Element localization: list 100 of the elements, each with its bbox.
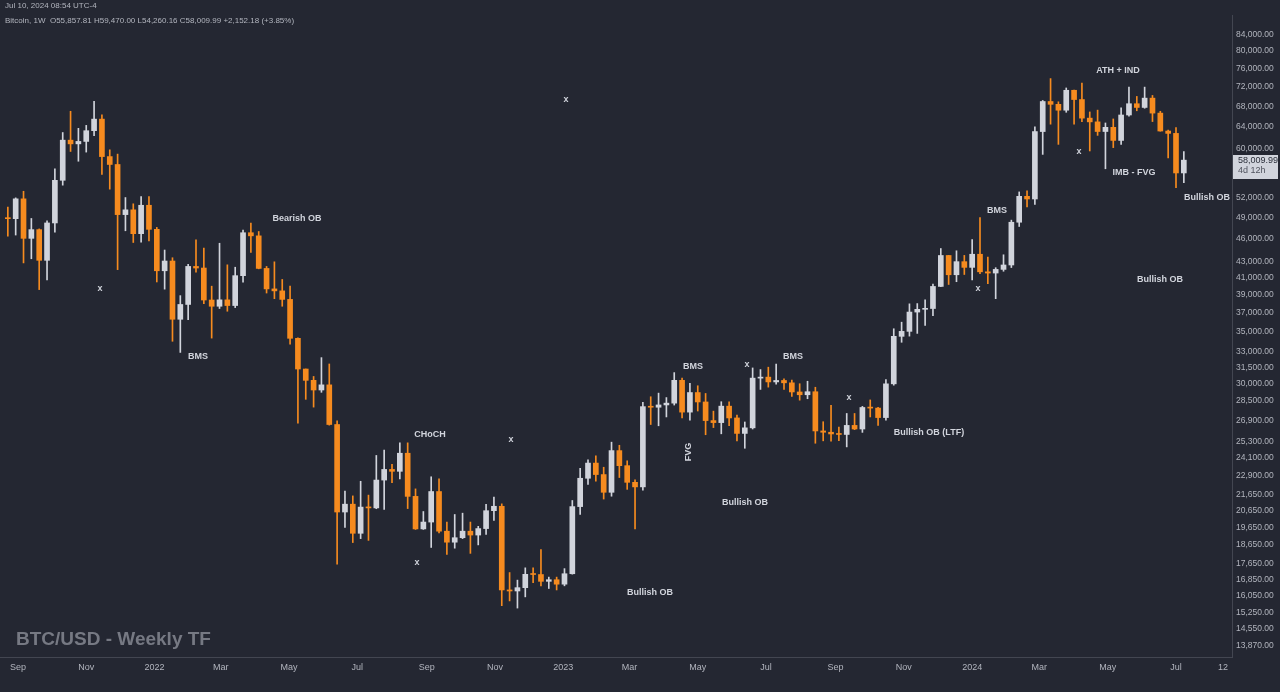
annotation: Bullish OB (LTF) (893, 427, 965, 438)
annotation: BMS (783, 351, 803, 362)
candlestick (836, 426, 842, 442)
annotation: ATH + IND (1096, 65, 1141, 76)
candlestick (545, 576, 552, 589)
annotation: BMS (987, 205, 1007, 216)
annotation: BMS (188, 351, 208, 362)
annotation: CHoCH (414, 429, 446, 440)
candlestick (208, 285, 215, 339)
annotation: Bullish OB (626, 587, 674, 598)
y-tick-label: 25,300.00 (1236, 435, 1275, 446)
y-tick-label: 26,900.00 (1236, 415, 1275, 426)
y-tick-label: 60,000.00 (1236, 143, 1275, 154)
candlestick (1165, 129, 1171, 159)
y-tick-label: 28,500.00 (1236, 395, 1275, 406)
annotation: x (414, 557, 420, 568)
y-tick-label: 64,000.00 (1236, 121, 1275, 132)
candlestick (5, 206, 11, 237)
annotation: Bearish OB (272, 213, 322, 224)
candlestick (922, 299, 928, 326)
annotation: x (744, 359, 750, 370)
text: BTC/USD - Weekly TF (16, 628, 211, 650)
candlestick (1024, 190, 1030, 208)
candlestick (914, 303, 921, 334)
y-tick-label: 84,000.00 (1236, 28, 1275, 39)
x-tick-label: Sep (9, 661, 26, 672)
candlestick (342, 490, 348, 528)
candlestick (538, 549, 544, 587)
x-tick-label: May (689, 661, 707, 672)
candlestick (992, 267, 999, 300)
x-tick-label: Mar (212, 661, 229, 672)
y-tick-label: 76,000.00 (1236, 62, 1275, 73)
y-tick-label: 33,000.00 (1236, 345, 1275, 356)
x-tick-label: May (1099, 661, 1117, 672)
candlestick (781, 378, 787, 390)
x-tick-label: May (280, 661, 298, 672)
x-tick-label: Jul (1170, 661, 1182, 672)
candlestick (632, 479, 638, 530)
text: Bitcoin, 1W O55,857.81 H59,470.00 L54,260.16 C58,009.99 +2,152.18 (+3.85%) (5, 16, 295, 25)
y-tick-label: 24,100.00 (1236, 452, 1275, 463)
x-tick-label: Sep (827, 661, 844, 672)
candlestick (530, 567, 536, 584)
x-tick-label: Mar (621, 661, 638, 672)
candlestick (985, 256, 991, 284)
y-tick-label: 19,650.00 (1236, 521, 1275, 532)
x-tick-label: Sep (418, 661, 435, 672)
candlestick (820, 421, 827, 442)
y-tick-label: 20,650.00 (1236, 504, 1275, 515)
y-tick-label: 30,000.00 (1236, 378, 1275, 389)
annotation: x (563, 94, 569, 105)
candlestick (389, 464, 395, 484)
candlestick (1086, 111, 1093, 152)
text: 58,009.99 4d 12h (1238, 155, 1279, 176)
x-tick-label: 12 (1218, 661, 1229, 672)
candlestick (451, 514, 458, 549)
annotation: Bullish OB (721, 497, 769, 508)
x-tick-label: Nov (895, 661, 913, 672)
candlestick (741, 421, 748, 449)
candlestick (796, 383, 803, 401)
y-tick-label: 16,850.00 (1236, 573, 1275, 584)
y-tick-label: 21,650.00 (1236, 488, 1275, 499)
y-tick-label: 15,250.00 (1236, 607, 1275, 618)
candlestick (381, 449, 387, 510)
y-tick-label: 80,000.00 (1236, 45, 1275, 56)
annotation: Bullish OB (1136, 274, 1184, 285)
y-tick-label: 41,000.00 (1236, 272, 1275, 283)
annotation: x (1076, 146, 1082, 157)
annotation: FVG (683, 442, 694, 462)
annotation: Bullish OB (1183, 192, 1231, 203)
y-tick-label: 49,000.00 (1236, 211, 1275, 222)
x-tick-label: Jul (351, 661, 364, 672)
x-tick-label: 2024 (962, 661, 983, 672)
x-tick-label: Mar (1031, 661, 1048, 672)
candlestick (647, 396, 654, 425)
candlestick (491, 496, 497, 521)
text: Jul 10, 2024 08:54 UTC-4 (5, 1, 97, 11)
x-tick-label: Nov (78, 661, 95, 672)
y-tick-label: 52,000.00 (1236, 191, 1275, 202)
y-tick-label: 72,000.00 (1236, 81, 1275, 92)
y-tick-label: 18,650.00 (1236, 539, 1275, 550)
annotation: x (975, 283, 981, 294)
y-tick-label: 14,550.00 (1236, 623, 1275, 634)
y-tick-label: 17,650.00 (1236, 557, 1275, 568)
y-tick-label: 16,050.00 (1236, 590, 1275, 601)
annotation: x (846, 392, 852, 403)
x-tick-label: Jul (760, 661, 772, 672)
candlestick (106, 149, 113, 190)
candlestick (773, 363, 779, 385)
annotation: IMB - FVG (1112, 167, 1156, 178)
candlestick (248, 222, 254, 253)
x-tick-label: Nov (487, 661, 504, 672)
candlestick (828, 404, 834, 442)
y-tick-label: 31,500.00 (1236, 361, 1275, 372)
x-tick-label: 2023 (553, 661, 574, 672)
annotation: x (97, 283, 103, 294)
x-tick-label: 2022 (144, 661, 165, 672)
candlestick (193, 239, 199, 273)
y-tick-label: 46,000.00 (1236, 233, 1275, 244)
y-tick-label: 35,000.00 (1236, 325, 1275, 336)
y-tick-label: 43,000.00 (1236, 256, 1275, 266)
